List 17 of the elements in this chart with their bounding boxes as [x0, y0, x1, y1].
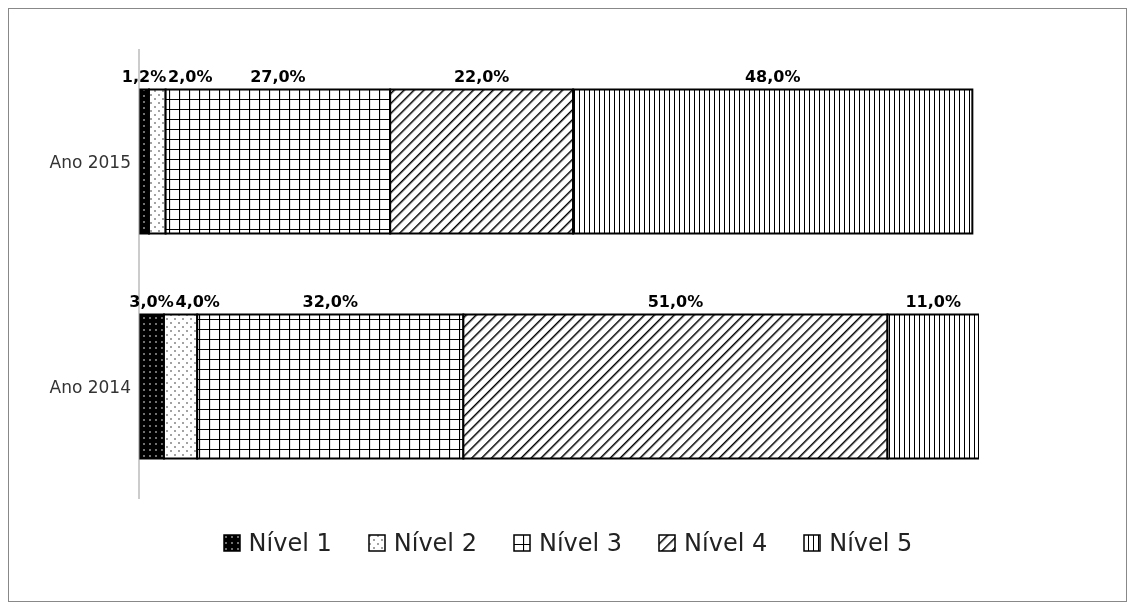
data-label: 2,0% — [168, 66, 213, 86]
data-label: 27,0% — [250, 66, 306, 86]
data-label: 3,0% — [129, 291, 174, 311]
legend-label: Nível 3 — [538, 529, 623, 557]
legend-label: Nível 2 — [393, 529, 477, 557]
legend-label: Nível 5 — [829, 529, 913, 557]
legend-label: Nível 1 — [248, 529, 332, 557]
data-label: 4,0% — [175, 291, 220, 311]
data-label: 48,0% — [744, 66, 801, 86]
y-tick-label: Ano 2015 — [49, 151, 131, 172]
data-label: 22,0% — [453, 66, 510, 86]
y-tick-label: Ano 2014 — [49, 376, 131, 397]
data-label: 11,0% — [905, 291, 962, 311]
data-label: 51,0% — [647, 291, 704, 311]
data-label: 1,2% — [121, 66, 167, 86]
data-label: 32,0% — [302, 291, 359, 311]
legend-label: Nível 4 — [684, 529, 768, 557]
